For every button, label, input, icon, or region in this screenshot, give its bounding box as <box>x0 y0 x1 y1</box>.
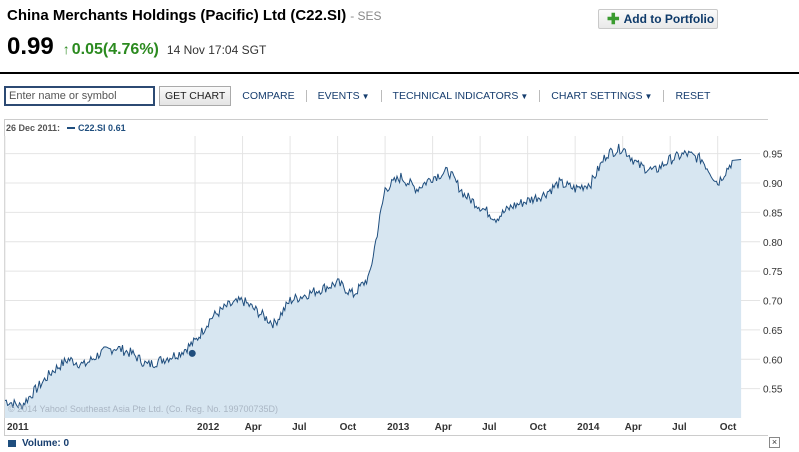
x-tick-label: 2014 <box>577 422 600 433</box>
y-tick-label: 0.85 <box>763 208 783 219</box>
x-tick-label: Apr <box>435 422 452 433</box>
get-chart-button[interactable]: GET CHART <box>159 85 232 106</box>
y-tick-label: 0.70 <box>763 297 783 308</box>
x-tick-label: Apr <box>625 422 642 433</box>
reset-link[interactable]: RESET <box>675 89 711 102</box>
x-tick-label: Jul <box>672 422 687 433</box>
x-tick-label: 2011 <box>7 422 29 433</box>
chevron-down-icon: ▼ <box>644 91 653 101</box>
toolbar-separator <box>539 89 541 102</box>
technical-indicators-menu[interactable]: TECHNICAL INDICATORS ▼ <box>393 90 529 102</box>
title-row: China Merchants Holdings (Pacific) Ltd (… <box>7 7 382 29</box>
compare-link[interactable]: COMPARE <box>242 89 295 102</box>
copyright-watermark: © 2014 Yahoo! Southeast Asia Pte Ltd. (C… <box>8 404 278 414</box>
toolbar-separator <box>380 89 382 102</box>
company-name: China Merchants Holdings (Pacific) Ltd (… <box>7 7 347 24</box>
x-tick-label: Jul <box>292 422 307 433</box>
add-to-portfolio-label: Add to Portfolio <box>623 12 715 26</box>
chevron-down-icon: ▼ <box>361 91 370 101</box>
y-tick-label: 0.55 <box>763 385 783 396</box>
x-tick-label: 2013 <box>387 422 410 433</box>
add-to-portfolio-button[interactable]: ✚ Add to Portfolio <box>598 9 718 29</box>
collapse-icon <box>8 439 16 447</box>
plus-icon: ✚ <box>607 10 620 28</box>
chevron-down-icon: ▼ <box>520 91 529 101</box>
up-arrow-icon: ↑ <box>62 41 70 57</box>
chart-settings-label: CHART SETTINGS <box>551 89 643 102</box>
volume-label: Volume: 0 <box>22 437 70 449</box>
price-change-value: 0.05(4.76%) <box>71 41 159 58</box>
last-price: 0.99 <box>7 33 54 60</box>
close-icon[interactable]: × <box>769 437 780 448</box>
legend-date: 26 Dec 2011: <box>6 123 61 133</box>
y-tick-label: 0.95 <box>763 150 783 161</box>
x-tick-label: Oct <box>530 422 547 433</box>
x-tick-label: Jul <box>482 422 497 433</box>
price-line <box>4 143 742 410</box>
price-row: 0.99 ↑ 0.05(4.76%) 14 Nov 17:04 SGT <box>7 33 266 63</box>
chart-toolbar: GET CHART COMPARE EVENTS▼ TECHNICAL INDI… <box>4 85 710 106</box>
x-tick-label: Oct <box>340 422 357 433</box>
price-area-fill <box>5 143 742 418</box>
x-tick-label: Apr <box>245 422 262 433</box>
legend-series: C22.SI 0.61 <box>78 123 126 133</box>
events-label: EVENTS <box>317 89 360 102</box>
exchange-label: - SES <box>350 9 382 23</box>
chart-legend: 26 Dec 2011: C22.SI 0.61 <box>6 122 126 134</box>
highlight-point-marker <box>188 349 196 357</box>
volume-toggle[interactable]: Volume: 0 <box>8 437 69 449</box>
symbol-search-input[interactable] <box>4 85 155 106</box>
legend-swatch <box>67 127 76 129</box>
y-tick-label: 0.90 <box>763 179 783 190</box>
toolbar-separator <box>663 89 665 102</box>
header-divider <box>0 72 799 74</box>
quote-timestamp: 14 Nov 17:04 SGT <box>166 43 267 57</box>
technical-indicators-label: TECHNICAL INDICATORS <box>392 89 519 102</box>
y-tick-label: 0.60 <box>763 355 783 366</box>
y-tick-label: 0.80 <box>763 238 783 249</box>
x-tick-label: Oct <box>720 422 737 433</box>
x-tick-label: 2012 <box>197 422 220 433</box>
chart-settings-menu[interactable]: CHART SETTINGS ▼ <box>551 90 652 102</box>
y-tick-label: 0.75 <box>763 267 783 278</box>
y-tick-label: 0.65 <box>763 326 783 337</box>
price-change: ↑ 0.05(4.76%) <box>63 41 159 59</box>
events-menu[interactable]: EVENTS ▼ <box>318 90 370 102</box>
toolbar-separator <box>305 89 307 102</box>
